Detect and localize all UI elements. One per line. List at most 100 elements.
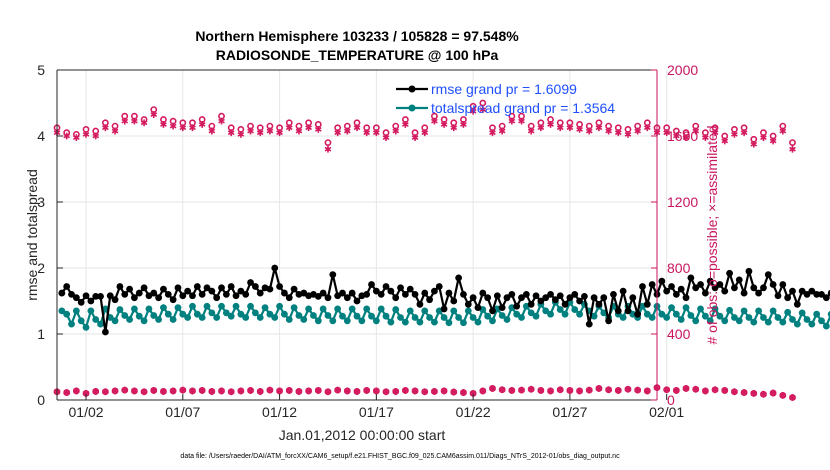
totalspread-point [213,314,221,321]
obs-assimilated-point [460,121,467,128]
rmse-point [537,297,545,305]
totalspread-point [232,302,240,310]
y-axis-right-label: # of obs: o=possible; ×=assimilated [704,125,720,344]
rmse-point [697,281,704,288]
obs-low-assimilated-point [421,388,429,396]
totalspread-point [169,316,177,323]
totalspread-point [319,305,327,313]
obs-low-assimilated-point [169,387,177,395]
rmse-point [222,291,230,298]
obs-low-assimilated-point [256,388,264,395]
rmse-point [629,294,637,302]
totalspread-point [261,304,269,311]
totalspread-point [469,314,477,321]
rmse-point [329,271,337,278]
legend-rmse-label: rmse grand pr = 1.6099 [431,81,577,97]
obs-assimilated-point [160,121,167,128]
obs-low-assimilated-point [789,394,796,401]
rmse-point [68,291,75,298]
obs-assimilated-point [721,137,729,145]
rmse-point [63,283,71,290]
footer-data-file: data file: /Users/raeder/DAI/ATM_forcXX/… [180,453,620,460]
totalspread-point [121,312,129,319]
totalspread-point [455,314,463,321]
x-tick-label: 01/12 [262,404,297,420]
rmse-point [184,287,192,295]
obs-low-assimilated-point [160,388,167,395]
obs-assimilated-point [111,127,119,135]
obs-low-assimilated-point [247,387,254,394]
obs-low-assimilated-point [150,387,158,394]
obs-low-assimilated-point [121,386,129,394]
obs-low-assimilated-point [769,389,777,397]
x-tick-label: 01/02 [69,404,104,420]
totalspread-point [518,314,525,321]
obs-assimilated-point [324,145,332,153]
obs-low-assimilated-point [643,387,651,395]
rmse-point [614,307,622,315]
obs-assimilated-point [140,119,148,127]
totalspread-point [285,316,293,323]
obs-assimilated-point [218,117,225,125]
totalspread-point [135,312,143,320]
obs-assimilated-point [382,134,390,142]
totalspread-point [731,314,738,321]
totalspread-point [822,322,830,330]
totalspread-point [716,312,724,320]
totalspread-point [203,302,211,310]
rmse-point [508,291,516,298]
obs-assimilated-point [150,111,158,118]
totalspread-point [793,320,801,328]
rmse-point [566,294,574,302]
obs-low-assimilated-point [373,387,380,395]
obs-assimilated-point [121,117,129,125]
rmse-point [600,294,608,302]
obs-low-assimilated-point [305,387,312,395]
obs-low-assimilated-point [460,389,467,396]
totalspread-point [314,317,322,325]
rmse-point [479,289,487,297]
obs-low-assimilated-point [605,386,612,394]
x-tick-label: 01/17 [359,404,394,420]
rmse-point [658,277,666,285]
rmse-point [474,304,482,311]
y-tick-label-right: 400 [667,326,691,342]
rmse-point [716,281,724,288]
totalspread-point [416,318,424,326]
obs-low-assimilated-point [711,386,719,394]
obs-low-assimilated-point [634,386,641,394]
totalspread-point [629,310,637,318]
obs-low-assimilated-point [740,389,748,396]
totalspread-point [189,302,196,310]
obs-possible-point [324,139,332,146]
obs-assimilated-point [576,126,583,133]
obs-assimilated-point [431,117,438,125]
obs-assimilated-point [373,129,380,137]
obs-assimilated-point [179,124,187,132]
obs-low-assimilated-point [450,388,458,396]
rmse-point [769,281,777,288]
rmse-point [445,289,453,297]
obs-low-assimilated-point [614,387,622,394]
obs-assimilated-point [102,124,109,132]
totalspread-point [648,314,656,321]
totalspread-point [464,307,472,315]
rmse-point [755,289,763,297]
obs-assimilated-point [198,121,206,128]
obs-assimilated-point [498,127,506,135]
obs-assimilated-point [789,145,796,153]
rmse-point [387,287,395,295]
obs-assimilated-point [527,127,535,135]
obs-assimilated-point [305,124,312,132]
rmse-point [203,284,211,292]
rmse-point [798,287,806,295]
rmse-point [692,284,700,292]
rmse-point [155,294,163,302]
obs-low-assimilated-point [73,387,80,395]
rmse-point [503,294,511,302]
totalspread-point [421,307,429,315]
obs-assimilated-point [440,121,448,128]
obs-low-assimilated-point [479,387,487,395]
rmse-point [431,287,438,295]
rmse-point [285,294,293,302]
